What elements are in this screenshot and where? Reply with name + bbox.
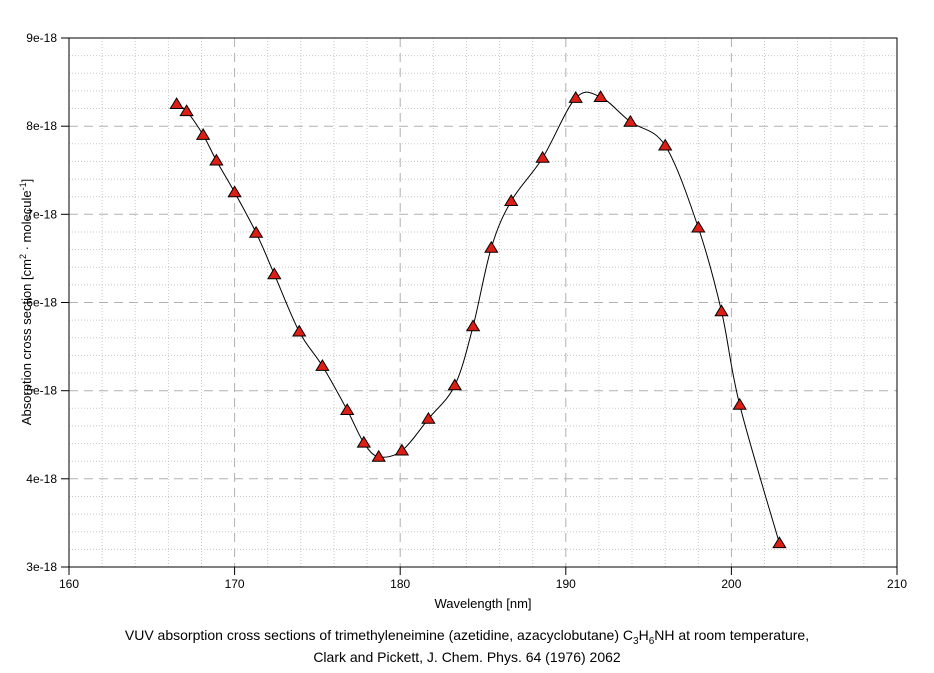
data-point-marker bbox=[421, 411, 436, 424]
y-tick-label: 6e-18 bbox=[26, 296, 57, 310]
data-point-marker bbox=[593, 90, 608, 102]
y-axis-title-text: · molecule bbox=[19, 190, 35, 255]
data-point-marker bbox=[658, 138, 673, 151]
caption-text: H bbox=[638, 627, 649, 643]
y-axis-title: Absorption cross section [cm2 · molecule… bbox=[18, 179, 34, 425]
data-point-marker bbox=[371, 449, 386, 462]
data-point-marker bbox=[568, 91, 583, 103]
x-axis-title: Wavelength [nm] bbox=[434, 596, 532, 611]
grid-major bbox=[69, 38, 897, 567]
data-point-marker bbox=[356, 435, 371, 448]
data-point-marker bbox=[535, 150, 550, 163]
data-point-marker bbox=[209, 153, 224, 166]
data-point-marker bbox=[484, 240, 499, 253]
data-point-marker bbox=[394, 443, 410, 456]
grid-minor bbox=[69, 38, 897, 567]
caption-text: VUV absorption cross sections of trimeth… bbox=[124, 627, 634, 643]
data-point-marker bbox=[169, 97, 184, 109]
superscript: -1 bbox=[17, 182, 28, 191]
x-tick-label: 200 bbox=[721, 577, 741, 591]
data-point-marker bbox=[248, 225, 264, 238]
y-axis-ticks: 3e-18 4e-18 5e-18 6e-18 7e-18 8e-18 9e-18 bbox=[26, 31, 69, 574]
data-point-marker bbox=[732, 397, 747, 410]
data-point-marker bbox=[447, 378, 462, 391]
data-point-marker bbox=[315, 359, 330, 371]
x-tick-label: 170 bbox=[225, 577, 245, 591]
data-point-marker bbox=[227, 185, 242, 198]
y-axis-title-text: ] bbox=[19, 178, 35, 183]
data-point-marker bbox=[292, 324, 307, 337]
data-point-marker bbox=[714, 304, 729, 317]
data-point-marker bbox=[340, 403, 355, 415]
superscript: 2 bbox=[17, 254, 28, 260]
data-point-marker bbox=[772, 536, 787, 549]
data-point-marker bbox=[267, 267, 282, 280]
y-tick-label: 4e-18 bbox=[26, 472, 57, 486]
x-tick-label: 180 bbox=[390, 577, 410, 591]
data-point-marker bbox=[691, 220, 706, 233]
subscript: 6 bbox=[648, 635, 655, 647]
caption-line-1: VUV absorption cross sections of trimeth… bbox=[0, 627, 934, 647]
y-tick-label: 3e-18 bbox=[26, 560, 57, 574]
x-tick-label: 160 bbox=[59, 577, 79, 591]
y-tick-label: 5e-18 bbox=[26, 384, 57, 398]
x-axis-ticks: 160 170 180 190 200 210 bbox=[59, 567, 907, 591]
y-tick-label: 9e-18 bbox=[26, 31, 57, 45]
x-tick-label: 210 bbox=[887, 577, 907, 591]
data-point-marker bbox=[465, 319, 481, 332]
y-axis-title-text: Absorption cross section [cm bbox=[19, 259, 35, 426]
x-tick-label: 190 bbox=[556, 577, 576, 591]
subscript: 3 bbox=[633, 635, 639, 647]
data-point-marker bbox=[504, 194, 519, 206]
data-point-marker bbox=[623, 114, 638, 127]
y-tick-label: 7e-18 bbox=[26, 207, 57, 221]
data-line bbox=[176, 91, 780, 544]
caption-text: NH at room temperature, bbox=[654, 627, 810, 643]
data-point-markers bbox=[169, 90, 787, 549]
caption-line-2: Clark and Pickett, J. Chem. Phys. 64 (19… bbox=[313, 649, 621, 665]
y-tick-label: 8e-18 bbox=[26, 119, 57, 133]
data-point-marker bbox=[195, 128, 211, 140]
data-point-marker bbox=[179, 104, 194, 117]
